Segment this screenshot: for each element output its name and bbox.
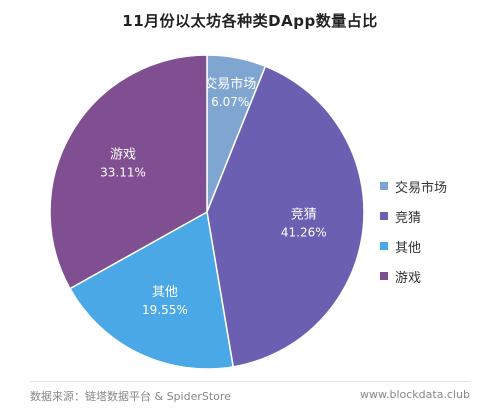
website-url: www.blockdata.club — [360, 388, 470, 401]
slice-label-2: 其他 — [152, 285, 178, 300]
data-source: 数据来源：链塔数据平台 & SpiderStore — [30, 390, 231, 403]
slice-value-0: 6.07% — [211, 95, 249, 109]
legend-label-3: 游戏 — [395, 270, 422, 286]
legend-item-2: 其他 — [380, 237, 422, 256]
legend-label-2: 其他 — [395, 240, 422, 256]
slice-label-1: 竞猜 — [291, 206, 317, 222]
legend-swatch-3 — [380, 272, 388, 280]
legend-label-1: 竞猜 — [395, 210, 422, 226]
legend-item-1: 竞猜 — [380, 207, 422, 226]
legend-swatch-2 — [380, 242, 388, 250]
pie-slice-2 — [68, 210, 235, 370]
slice-label-3: 游戏 — [110, 148, 136, 163]
slice-label-0: 交易市场 — [204, 76, 256, 92]
legend-item-3: 游戏 — [380, 267, 422, 286]
chart-title: 11月份以太坊各种类DApp数量占比 — [122, 12, 378, 30]
slice-value-2: 19.55% — [142, 303, 188, 317]
pie-slice-1 — [206, 65, 365, 368]
footer-divider — [30, 381, 470, 382]
legend-swatch-1 — [380, 212, 388, 220]
slice-value-3: 33.11% — [100, 166, 146, 180]
legend-label-0: 交易市场 — [395, 180, 448, 196]
pie-slice-3 — [49, 54, 208, 290]
legend-swatch-0 — [380, 182, 388, 190]
slice-value-1: 41.26% — [281, 225, 327, 239]
legend-item-0: 交易市场 — [380, 177, 448, 196]
